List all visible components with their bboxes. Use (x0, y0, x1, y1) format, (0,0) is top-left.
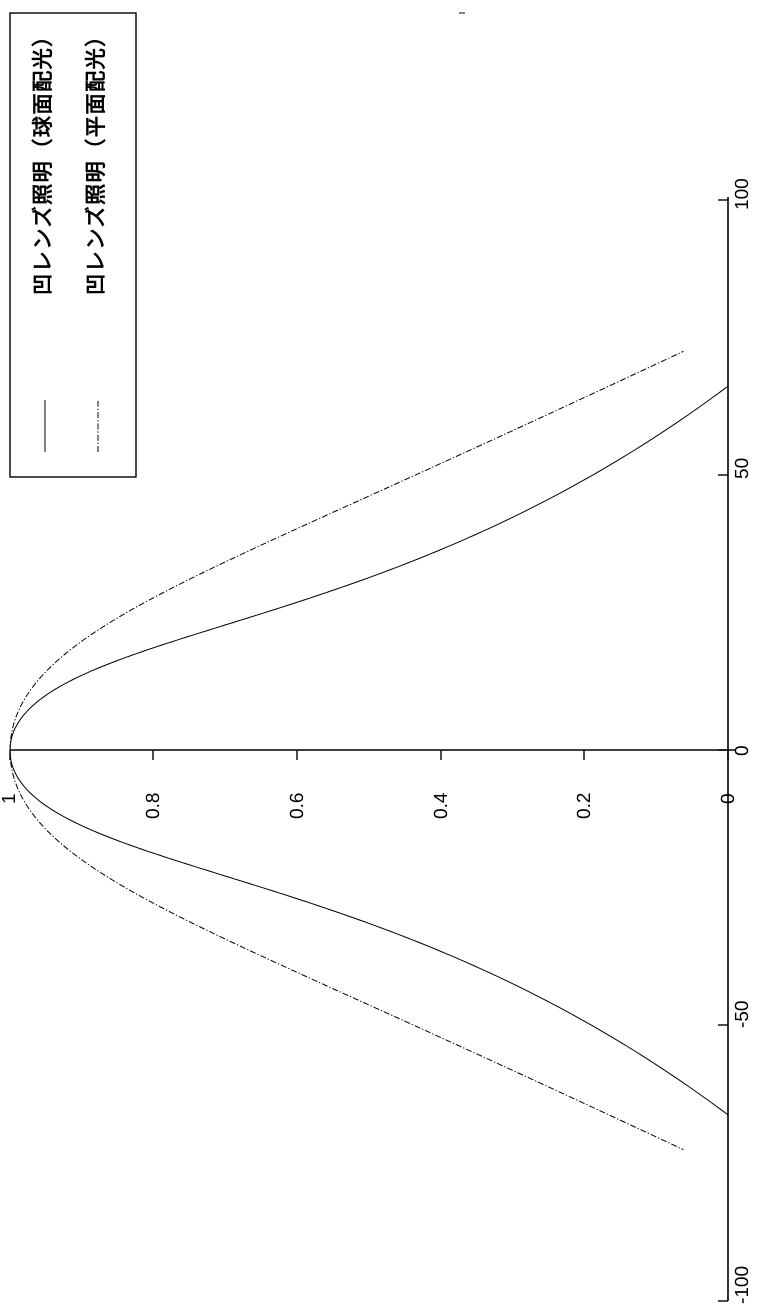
svg-text:-100: -100 (732, 1266, 753, 1304)
svg-text:-50: -50 (732, 1001, 753, 1028)
svg-text:0.4: 0.4 (431, 792, 452, 819)
svg-text:100: 100 (732, 178, 753, 210)
svg-text:0.2: 0.2 (574, 793, 595, 819)
svg-text:0: 0 (718, 793, 739, 804)
svg-text:0: 0 (732, 745, 753, 756)
svg-text:1: 1 (0, 793, 20, 804)
svg-text:凹レンズ照明（球面配光）: 凹レンズ照明（球面配光） (31, 24, 55, 295)
svg-text:0.8: 0.8 (143, 793, 164, 819)
svg-text:50: 50 (732, 458, 753, 479)
svg-text:0.6: 0.6 (287, 793, 308, 819)
svg-text:凹レンズ照明（平面配光）: 凹レンズ照明（平面配光） (84, 24, 108, 295)
